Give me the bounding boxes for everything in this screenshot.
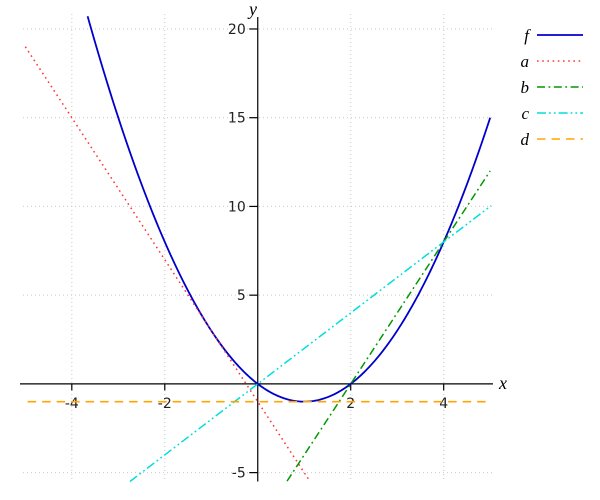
y-tick-label: 20 [228,22,246,38]
curve-b [286,170,491,482]
x-tick-label: 4 [439,396,448,412]
legend-label-a: a [520,51,530,71]
legend-item-c: c [505,100,584,126]
y-tick-label: 5 [237,288,246,304]
legend-label-c: c [521,103,529,123]
legend-item-d: d [505,126,584,152]
x-tick-label: -4 [65,396,79,412]
legend-swatch-a-line [537,60,583,62]
x-axis-label: x [499,373,507,393]
legend-swatch-b-line [537,86,583,88]
axes [20,17,493,482]
y-axis-label: y [249,0,257,19]
legend-item-b: b [505,74,584,100]
legend-label-b: b [520,77,530,97]
curve-f [86,16,492,403]
y-tick-label: 15 [228,111,246,127]
legend-label-f: f [524,25,529,45]
x-tick-label: -2 [158,396,172,412]
legend-swatch-f-line [537,34,583,36]
x-tick-label: 2 [346,396,355,412]
curve-a [24,46,311,482]
y-tick-label: 10 [228,199,246,215]
legend-swatch-c-line [537,112,583,114]
curve-c [129,205,492,483]
legend-label-d: d [520,129,530,149]
legend-swatch-d-line [537,138,583,140]
tick-labels: -4 -2 2 4 -5 5 10 15 20 [65,22,448,482]
legend-item-f: f [505,22,584,48]
legend-item-a: a [505,48,584,74]
y-tick-label: -5 [232,466,246,482]
